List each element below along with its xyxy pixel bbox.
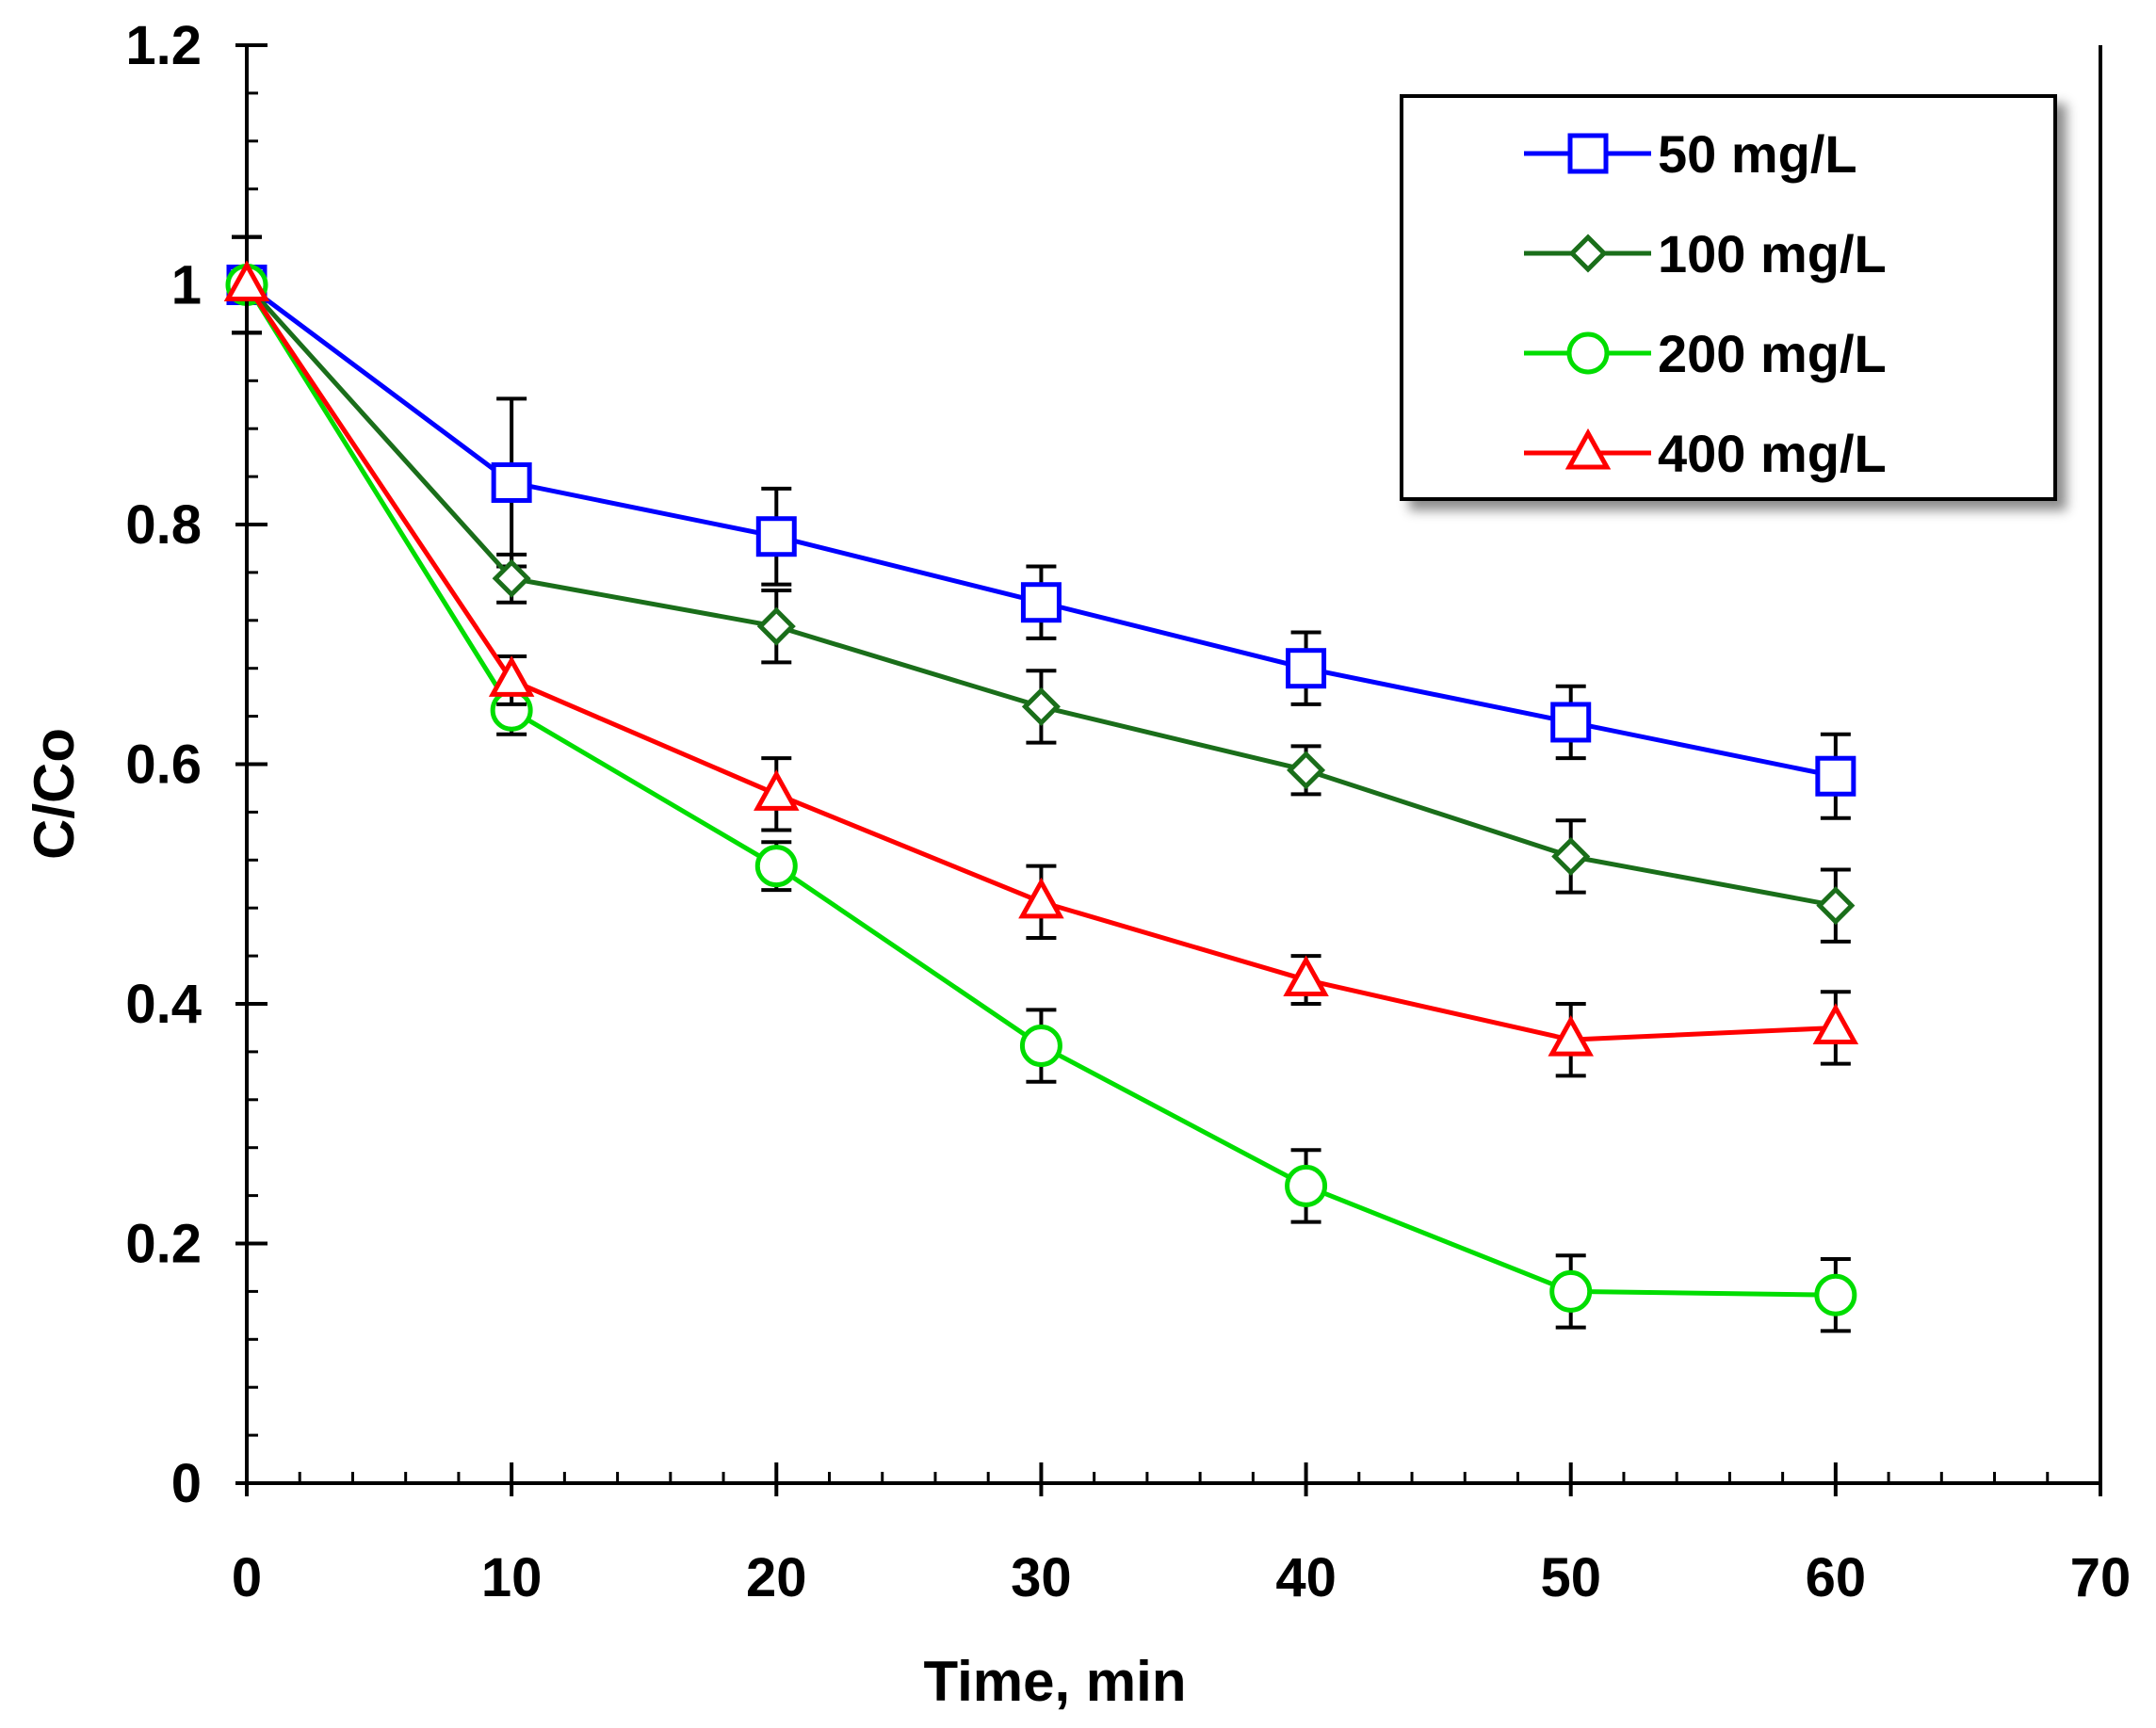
legend-label: 100 mg/L xyxy=(1658,224,1887,283)
legend-item: 100 mg/L xyxy=(1524,224,1887,283)
data-point xyxy=(1549,1269,1593,1313)
data-point xyxy=(488,655,535,697)
data-point xyxy=(755,516,797,557)
data-point xyxy=(1018,877,1064,919)
data-point xyxy=(1551,836,1591,877)
x-tick-label: 40 xyxy=(1275,1547,1337,1608)
legend-marker xyxy=(1564,428,1612,470)
y-tick-label: 0.2 xyxy=(125,1214,202,1275)
x-tick-label: 50 xyxy=(1540,1547,1601,1608)
data-point xyxy=(1021,686,1061,726)
legend-item: 200 mg/L xyxy=(1524,324,1887,383)
legend-label: 50 mg/L xyxy=(1658,124,1857,184)
data-point xyxy=(491,461,532,503)
series-400-mg-l xyxy=(223,234,1859,1078)
data-point xyxy=(1812,1003,1859,1044)
data-point xyxy=(1814,1273,1857,1316)
data-series xyxy=(223,234,1859,1333)
legend-item: 50 mg/L xyxy=(1524,124,1857,184)
data-point xyxy=(1816,886,1856,926)
series-50-mg-l xyxy=(226,234,1856,820)
x-tick-label: 30 xyxy=(1011,1547,1072,1608)
x-tick-label: 20 xyxy=(746,1547,807,1608)
data-point xyxy=(756,606,796,646)
legend: 50 mg/L 100 mg/L 200 mg/L 400 mg/L xyxy=(1400,94,2057,501)
data-point xyxy=(1283,955,1329,997)
data-point xyxy=(1020,582,1062,623)
data-point xyxy=(1285,1164,1328,1207)
data-point xyxy=(754,769,800,811)
x-tick-label: 70 xyxy=(2070,1547,2132,1608)
legend-box xyxy=(1400,94,2057,501)
y-tick-label: 0.6 xyxy=(125,735,202,796)
data-point xyxy=(754,845,798,888)
y-axis-title: C/Co xyxy=(23,728,86,860)
legend-item: 400 mg/L xyxy=(1524,424,1887,483)
y-tick-label: 0.4 xyxy=(125,974,202,1035)
legend-label: 400 mg/L xyxy=(1658,424,1887,483)
legend-marker xyxy=(1566,331,1610,375)
legend-label: 200 mg/L xyxy=(1658,324,1887,383)
legend-marker xyxy=(1567,133,1609,174)
y-tick-label: 0.8 xyxy=(125,494,202,556)
data-point xyxy=(1815,755,1856,797)
data-point xyxy=(492,558,531,598)
x-tick-label: 0 xyxy=(232,1547,262,1608)
data-point xyxy=(1548,1015,1594,1057)
axes: 0 0.2 0.4 0.6 0.8 1 1.2 0 10 20 30 40 50 60 70 xyxy=(125,15,2131,1608)
y-tick-label: 1.2 xyxy=(125,15,202,76)
data-point xyxy=(1019,1025,1062,1068)
y-tick-label: 0 xyxy=(171,1453,202,1514)
legend-marker xyxy=(1568,234,1608,273)
y-tick-label: 1 xyxy=(171,255,202,316)
data-point xyxy=(1286,648,1327,689)
data-point xyxy=(223,260,270,301)
x-tick-label: 60 xyxy=(1806,1547,1867,1608)
x-tick-label: 10 xyxy=(481,1547,543,1608)
x-axis-title: Time, min xyxy=(924,1650,1187,1713)
data-point xyxy=(1550,702,1592,743)
data-point xyxy=(1287,751,1326,790)
